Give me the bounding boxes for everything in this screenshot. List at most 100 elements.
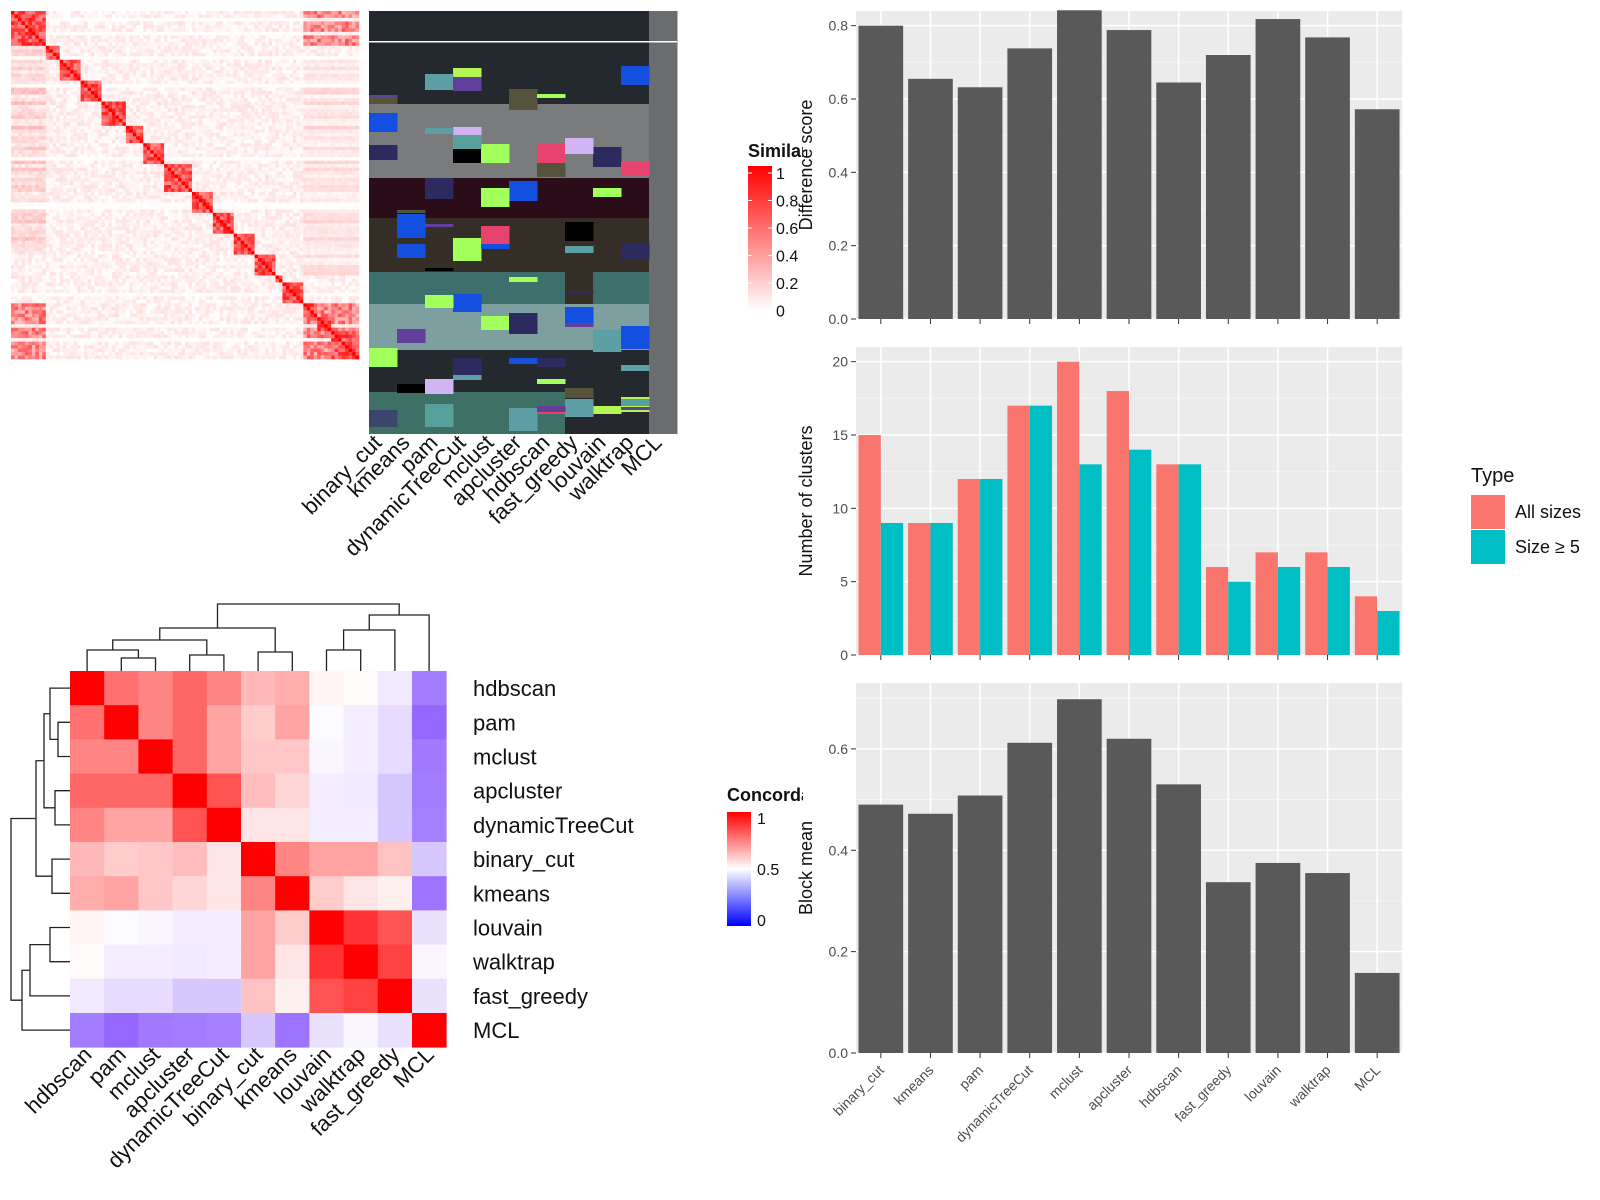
similarity-cell xyxy=(59,139,64,144)
similarity-cell xyxy=(14,91,19,95)
similarity-cell xyxy=(59,21,64,26)
similarity-cell xyxy=(118,108,123,113)
similarity-cell xyxy=(146,167,151,172)
similarity-cell xyxy=(317,104,322,109)
similarity-cell xyxy=(80,115,85,120)
similarity-cell xyxy=(38,143,43,148)
similarity-cell xyxy=(275,136,280,141)
similarity-cell xyxy=(338,139,342,144)
similarity-cell xyxy=(87,171,92,175)
similarity-cell xyxy=(56,174,61,179)
similarity-cell xyxy=(118,87,123,92)
similarity-cell xyxy=(240,70,245,74)
similarity-cell xyxy=(21,178,26,182)
similarity-cell xyxy=(150,181,154,186)
similarity-cell xyxy=(226,129,231,134)
similarity-cell xyxy=(28,98,33,102)
similarity-cell xyxy=(98,160,102,165)
similarity-cell xyxy=(150,38,154,43)
similarity-cell xyxy=(35,59,40,64)
similarity-cell xyxy=(24,21,29,26)
similarity-cell xyxy=(59,164,64,168)
similarity-cell xyxy=(143,122,148,127)
similarity-cell xyxy=(14,143,19,148)
similarity-cell xyxy=(338,125,342,130)
similarity-cell xyxy=(223,59,228,64)
similarity-cell xyxy=(355,150,360,154)
similarity-cell xyxy=(80,66,85,71)
similarity-cell xyxy=(352,77,356,81)
similarity-cell xyxy=(42,35,47,40)
similarity-cell xyxy=(45,181,50,186)
similarity-cell xyxy=(115,31,120,36)
similarity-cell xyxy=(35,125,40,130)
similarity-cell xyxy=(285,101,290,106)
similarity-cell xyxy=(320,94,325,99)
similarity-cell xyxy=(181,171,186,175)
similarity-cell xyxy=(94,84,99,88)
similarity-cell xyxy=(164,129,168,134)
similarity-cell xyxy=(345,80,349,85)
similarity-cell xyxy=(265,160,269,165)
similarity-cell xyxy=(265,181,269,186)
similarity-cell xyxy=(202,181,207,186)
similarity-cell xyxy=(125,21,130,26)
similarity-cell xyxy=(59,31,64,36)
similarity-cell xyxy=(38,87,43,92)
similarity-cell xyxy=(139,146,144,151)
similarity-cell xyxy=(87,42,92,47)
similarity-cell xyxy=(56,59,61,64)
similarity-cell xyxy=(49,42,54,47)
similarity-cell xyxy=(278,181,283,186)
similarity-cell xyxy=(28,122,33,127)
similarity-cell xyxy=(111,118,116,123)
similarity-cell xyxy=(289,42,294,47)
similarity-cell xyxy=(118,139,123,144)
similarity-cell xyxy=(317,56,322,61)
similarity-cell xyxy=(153,118,158,123)
similarity-cell xyxy=(205,49,210,54)
similarity-cell xyxy=(299,87,304,92)
similarity-cell xyxy=(205,132,210,137)
similarity-cell xyxy=(70,118,74,123)
similarity-cell xyxy=(17,35,22,40)
similarity-cell xyxy=(31,171,36,175)
similarity-cell xyxy=(352,167,356,172)
similarity-cell xyxy=(73,84,78,88)
similarity-cell xyxy=(108,56,113,61)
similarity-cell xyxy=(299,49,304,54)
similarity-cell xyxy=(59,84,64,88)
similarity-cell xyxy=(306,146,311,151)
similarity-cell xyxy=(254,108,259,113)
similarity-cell xyxy=(310,132,315,137)
similarity-cell xyxy=(38,11,43,15)
similarity-cell xyxy=(310,84,315,88)
similarity-cell xyxy=(164,59,168,64)
similarity-cell xyxy=(223,122,228,127)
similarity-cell xyxy=(237,143,241,148)
similarity-cell xyxy=(219,28,224,33)
similarity-cell xyxy=(296,66,301,71)
similarity-cell xyxy=(285,52,290,57)
similarity-cell xyxy=(73,52,78,57)
similarity-cell xyxy=(139,77,144,81)
similarity-cell xyxy=(132,118,137,123)
similarity-cell xyxy=(317,115,322,120)
similarity-cell xyxy=(282,87,287,92)
similarity-cell xyxy=(310,115,315,120)
similarity-cell xyxy=(125,178,130,182)
similarity-cell xyxy=(108,167,113,172)
similarity-cell xyxy=(49,129,54,134)
similarity-cell xyxy=(237,171,241,175)
similarity-cell xyxy=(52,98,57,102)
similarity-cell xyxy=(167,56,172,61)
similarity-cell xyxy=(254,157,259,161)
similarity-cell xyxy=(59,143,64,148)
similarity-cell xyxy=(352,94,356,99)
similarity-cell xyxy=(251,94,255,99)
similarity-cell xyxy=(247,11,252,15)
similarity-cell xyxy=(146,136,151,141)
similarity-cell xyxy=(45,118,50,123)
similarity-cell xyxy=(122,45,127,50)
